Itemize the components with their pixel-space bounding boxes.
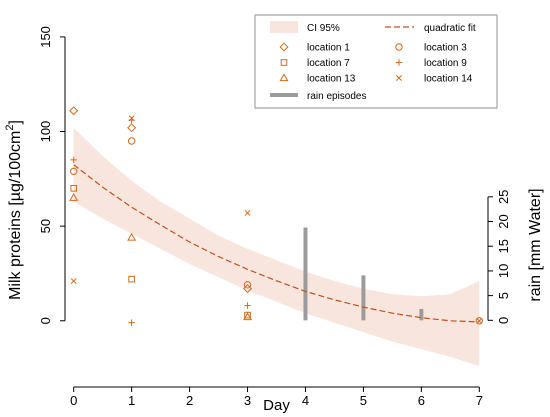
x-tick-label-1: 1	[128, 393, 135, 408]
x-tick-label-0: 0	[70, 393, 77, 408]
x-ticks: 0 1 2 3 4 5 6 7	[70, 387, 483, 408]
y-left-ticks: 0 50 100 150	[38, 26, 65, 324]
x-tick-label-7: 7	[476, 393, 483, 408]
point-location-14-2	[244, 209, 251, 216]
point-location-1-1	[127, 123, 137, 133]
y-left-label-main: Milk proteins [µg/100cm	[7, 131, 24, 300]
point-location-3-3	[475, 317, 484, 325]
point-location-9-2	[128, 319, 135, 326]
legend-label-location-3: location 3	[424, 43, 467, 54]
data-markers	[69, 106, 484, 326]
point-location-3-0	[69, 167, 78, 175]
legend-series: location 1 location 3 location 7 location 9…	[279, 42, 473, 85]
legend-marker-location-14	[396, 75, 402, 81]
point-location-3-1	[127, 137, 136, 145]
point-location-13-2	[243, 312, 252, 321]
x-axis: 0 1 2 3 4 5 6 7 Day	[70, 386, 483, 414]
point-location-7-0	[70, 185, 77, 192]
point-location-14-1	[128, 115, 135, 122]
point-location-9-0	[70, 156, 77, 164]
x-axis-label: Day	[263, 397, 290, 414]
x-tick-label-6: 6	[418, 393, 425, 408]
y-right-tick-label-15: 15	[496, 239, 511, 253]
y-axis-left: 0 50 100 150 Milk proteins [µg/100cm2]	[4, 26, 66, 324]
y-left-label-end: ]	[7, 120, 24, 124]
legend-marker-location-3	[395, 43, 403, 51]
legend-rain-label: rain episodes	[307, 91, 366, 102]
legend-ci-swatch	[270, 21, 298, 33]
point-location-1-0	[69, 106, 79, 116]
point-location-13-1	[127, 232, 137, 241]
legend-label-location-13: location 13	[307, 74, 356, 85]
legend-ci-label: CI 95%	[307, 23, 340, 34]
point-location-14-3	[476, 317, 483, 324]
point-location-13-0	[69, 193, 79, 201]
x-tick-label-4: 4	[302, 393, 309, 408]
y-right-tick-label-25: 25	[496, 190, 511, 204]
x-tick-label-3: 3	[244, 393, 251, 408]
y-right-ticks: 0 5 10 15 20 25	[488, 190, 511, 324]
point-location-7-2	[244, 311, 251, 319]
legend-marker-location-13	[279, 73, 289, 82]
y-left-tick-label-100: 100	[38, 121, 53, 143]
point-location-9-3	[244, 302, 251, 309]
y-axis-right-label: rain [mm Water]	[527, 188, 544, 301]
point-location-7-1	[128, 275, 135, 283]
legend-label-location-7: location 7	[307, 58, 350, 69]
plot-area	[69, 106, 484, 367]
legend-label-location-14: location 14	[424, 74, 473, 85]
y-left-label-sup: 2	[4, 125, 16, 131]
y-left-tick-label-0: 0	[38, 317, 53, 324]
y-right-tick-label-20: 20	[496, 214, 511, 228]
legend-label-location-1: location 1	[307, 43, 350, 54]
rain-bars	[303, 227, 424, 321]
legend-marker-location-1	[279, 42, 289, 52]
point-location-14-0	[70, 278, 77, 284]
y-right-tick-label-0: 0	[496, 317, 511, 324]
x-tick-label-5: 5	[360, 393, 367, 408]
y-axis-left-label: Milk proteins [µg/100cm2]	[4, 120, 24, 300]
y-left-tick-label-50: 50	[38, 219, 53, 233]
ci-band	[73, 127, 480, 367]
y-right-tick-label-5: 5	[496, 292, 511, 299]
legend-label-location-9: location 9	[424, 58, 467, 69]
legend: CI 95% quadratic fit location 1 location …	[254, 14, 498, 109]
y-right-tick-label-10: 10	[496, 264, 511, 278]
point-location-3-2	[243, 281, 252, 289]
legend-fit-label: quadratic fit	[424, 23, 476, 34]
legend-marker-location-9	[395, 59, 403, 66]
y-left-tick-label-150: 150	[38, 26, 53, 48]
quadratic-fit-line	[73, 164, 480, 323]
y-axis-right: 0 5 10 15 20 25 rain [mm Water]	[487, 188, 544, 324]
legend-marker-location-7	[280, 59, 288, 66]
x-tick-label-2: 2	[186, 393, 193, 408]
